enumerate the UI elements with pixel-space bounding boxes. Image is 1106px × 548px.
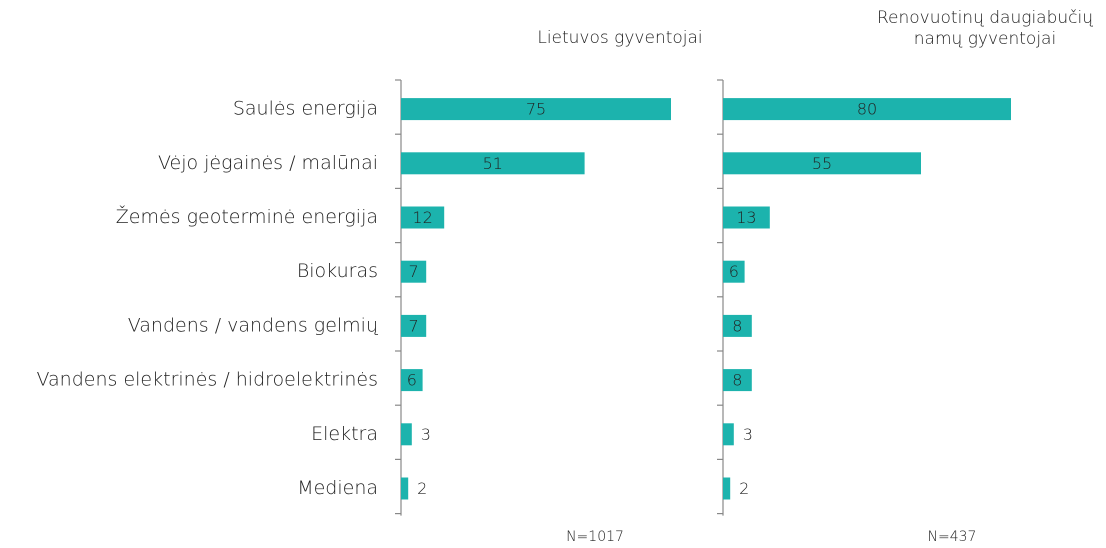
- bar: [723, 314, 752, 337]
- bar: [401, 206, 445, 229]
- bar: [723, 423, 734, 446]
- bar: [401, 477, 409, 500]
- value-label: 12: [412, 208, 432, 227]
- value-label: 55: [812, 154, 832, 173]
- bar: [401, 98, 671, 121]
- bar: [401, 369, 423, 392]
- value-label: 7: [409, 316, 419, 335]
- value-label: 13: [736, 208, 756, 227]
- value-label: 7: [409, 262, 419, 281]
- category-label: Vėjo jėgainės / malūnai: [158, 152, 378, 174]
- panel-title: Renovuotinų daugiabučių namų gyventojai: [877, 8, 1093, 49]
- bar: [723, 369, 752, 392]
- category-label: Mediena: [297, 477, 378, 499]
- bar: [723, 477, 731, 500]
- category-label: Žemės geoterminė energija: [116, 205, 378, 228]
- bar: [723, 206, 770, 229]
- value-label: 8: [732, 371, 742, 390]
- bar: [723, 260, 745, 283]
- value-label: 51: [483, 154, 503, 173]
- value-label: 3: [421, 425, 431, 444]
- value-label: 80: [857, 100, 877, 119]
- panel-title: Lietuvos gyventojai: [537, 28, 703, 48]
- bar: [723, 98, 1011, 121]
- category-label: Vandens / vandens gelmių: [128, 314, 379, 336]
- category-label: Vandens elektrinės / hidroelektrinės: [37, 369, 378, 391]
- value-label: 6: [729, 262, 739, 281]
- sample-label: N=1017: [566, 529, 624, 545]
- bar: [401, 314, 427, 337]
- bar: [401, 260, 427, 283]
- value-label: 3: [743, 425, 753, 444]
- value-label: 75: [526, 100, 546, 119]
- sample-label: N=437: [928, 529, 977, 545]
- bar: [401, 152, 585, 175]
- category-label: Saulės energija: [233, 98, 378, 120]
- value-label: 2: [417, 479, 427, 498]
- category-label: Elektra: [311, 423, 378, 445]
- bar: [723, 152, 921, 175]
- bar: [401, 423, 412, 446]
- value-label: 2: [739, 479, 749, 498]
- category-label: Biokuras: [297, 260, 378, 282]
- value-label: 6: [407, 371, 417, 390]
- value-label: 8: [732, 316, 742, 335]
